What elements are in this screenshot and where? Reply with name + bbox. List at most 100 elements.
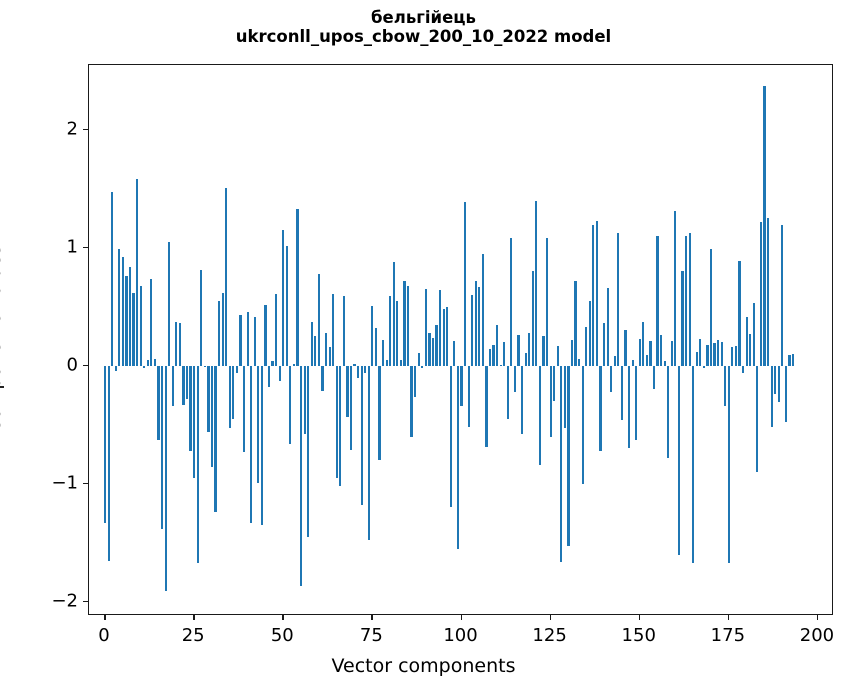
bar (278, 365, 281, 382)
bar (692, 365, 695, 563)
bar (731, 346, 734, 366)
bar (157, 365, 160, 441)
bar (702, 365, 705, 369)
bar (485, 365, 488, 448)
y-tick-label: 2 (66, 118, 78, 140)
bar (314, 336, 317, 366)
bar (164, 365, 167, 592)
x-tick-label: 200 (799, 625, 835, 646)
bar (246, 311, 249, 366)
bar (670, 341, 673, 366)
bar (610, 365, 613, 392)
bar (510, 238, 513, 366)
bar (143, 365, 146, 369)
bar (578, 358, 581, 366)
bar (560, 365, 563, 562)
x-tick-label: 175 (710, 625, 746, 646)
bar (118, 249, 121, 366)
bar (332, 293, 335, 366)
bar (439, 290, 442, 366)
bar (688, 232, 691, 366)
bar (699, 338, 702, 366)
x-tick-mark (549, 615, 552, 620)
bar (424, 289, 427, 366)
bar (371, 305, 374, 366)
bar (620, 365, 623, 421)
bar (289, 365, 292, 444)
bar (635, 365, 638, 441)
bar (207, 365, 210, 432)
y-tick-mark (83, 482, 88, 485)
bar (214, 365, 217, 513)
bar (111, 192, 114, 366)
bar (599, 365, 602, 451)
bar (225, 187, 228, 366)
bar (239, 315, 242, 366)
bar (492, 344, 495, 366)
bar (303, 365, 306, 435)
bar (667, 365, 670, 458)
bar (399, 359, 402, 366)
bar (428, 332, 431, 366)
bar (674, 211, 677, 366)
bar (431, 337, 435, 366)
bar (296, 208, 299, 366)
bar (652, 365, 656, 390)
bar (713, 343, 716, 366)
bar (193, 365, 196, 478)
x-tick-mark (727, 615, 730, 620)
bar (488, 349, 492, 366)
bar (324, 332, 328, 366)
bar (677, 365, 681, 555)
bar (253, 317, 256, 366)
bar (763, 86, 766, 366)
bar (749, 334, 752, 366)
bar (125, 276, 128, 366)
bar (774, 365, 777, 395)
bar (196, 365, 199, 563)
bar (727, 365, 730, 563)
bar (328, 346, 331, 366)
x-tick-label: 0 (98, 625, 110, 646)
bar (367, 365, 370, 541)
bar (542, 336, 545, 366)
x-tick-mark (816, 615, 819, 620)
bar (770, 365, 773, 428)
bar (649, 341, 652, 366)
bar (681, 271, 684, 366)
bar (460, 365, 463, 406)
bar (168, 241, 171, 366)
bar (478, 286, 481, 366)
bar (592, 225, 595, 366)
chart-title-block: бельгійець ukrconll_upos_cbow_200_10_202… (0, 8, 847, 47)
bar (210, 365, 214, 468)
bar (449, 365, 452, 508)
bar (781, 225, 784, 366)
bar (581, 365, 584, 484)
bar (463, 201, 467, 366)
bar (203, 365, 206, 368)
bar (285, 245, 288, 366)
bar (563, 365, 566, 429)
y-tick-label: −1 (51, 472, 78, 494)
bar (374, 328, 378, 366)
bar (378, 365, 381, 461)
bar (175, 322, 178, 366)
bar-series (89, 65, 832, 614)
x-axis-label: Vector components (331, 655, 516, 677)
bar (406, 285, 410, 366)
bar (663, 361, 666, 366)
bar (121, 257, 124, 366)
bar (524, 352, 527, 366)
bar (128, 266, 132, 366)
bar (617, 232, 620, 366)
x-tick-mark (282, 615, 284, 620)
bar (221, 292, 224, 366)
bar (724, 365, 727, 406)
bar (385, 359, 388, 366)
y-tick-label: 0 (66, 354, 78, 376)
bar (339, 365, 342, 487)
bar (299, 365, 303, 587)
bar (292, 363, 296, 366)
bar (513, 365, 517, 392)
